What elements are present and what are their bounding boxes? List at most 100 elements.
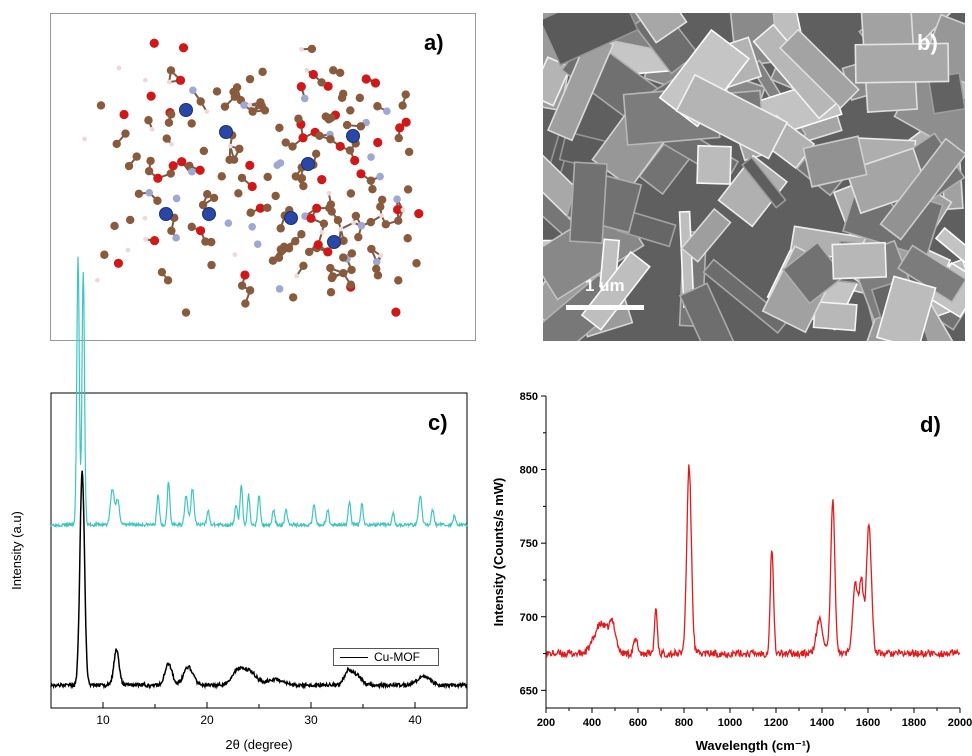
carbon-atom (367, 244, 376, 254)
crystal-plate (580, 250, 651, 331)
oxygen-atom (306, 213, 316, 223)
carbon-atom (187, 119, 196, 128)
carbon-atom (291, 172, 301, 181)
oxygen-atom (240, 270, 250, 280)
nitrogen-atom (367, 153, 375, 161)
nitrogen-atom (240, 101, 248, 109)
nitrogen-atom (253, 240, 262, 248)
xrd-y-axis-label: Intensity (a.u) (9, 511, 24, 590)
carbon-atom (354, 232, 363, 242)
carbon-atom (347, 265, 356, 275)
raman-spectrum-line (545, 464, 961, 660)
carbon-atom (326, 263, 335, 273)
carbon-atom (299, 261, 308, 270)
carbon-atom (110, 221, 119, 231)
xrd-x-tick-label: 30 (304, 713, 318, 727)
oxygen-atom (361, 74, 371, 84)
hydrogen-atom (294, 273, 300, 279)
carbon-atom (164, 118, 174, 127)
carbon-atom (121, 129, 130, 138)
carbon-atom (356, 122, 366, 131)
hydrogen-atom (82, 136, 88, 142)
carbon-atom (346, 189, 356, 198)
carbon-atom (235, 144, 244, 154)
carbon-atom (248, 107, 257, 116)
carbon-atom (162, 134, 171, 143)
carbon-atom (351, 211, 361, 221)
carbon-atom (207, 260, 216, 270)
carbon-atom (237, 281, 247, 290)
carbon-atom (246, 208, 255, 217)
crystal-plate (568, 161, 608, 244)
xrd-x-tick-label: 10 (96, 713, 110, 727)
oxygen-atom (195, 226, 206, 236)
nitrogen-atom (383, 107, 391, 116)
scale-bar (566, 305, 644, 310)
nitrogen-atom (248, 223, 256, 231)
carbon-atom (347, 249, 357, 258)
hydrogen-atom (125, 247, 131, 253)
carbon-atom (317, 78, 326, 87)
carbon-atom (207, 237, 216, 247)
molecular-structure-image (82, 38, 424, 317)
carbon-atom (355, 93, 365, 103)
raman-x-axis-label: Wavelength (cm⁻¹) (696, 738, 811, 753)
oxygen-atom (312, 203, 322, 213)
copper-atom (202, 207, 216, 221)
carbon-atom (268, 256, 278, 265)
scale-bar-label: 1 um (585, 276, 625, 295)
nitrogen-atom (145, 188, 154, 197)
oxygen-atom (255, 203, 265, 213)
carbon-atom (394, 216, 403, 225)
raman-x-tick-label: 200 (537, 717, 555, 729)
oxygen-atom (395, 123, 405, 133)
crystal-plate (633, 13, 688, 44)
carbon-atom (325, 203, 334, 213)
carbon-atom (366, 217, 375, 227)
oxygen-atom (195, 165, 205, 175)
raman-x-tick-label: 1400 (810, 717, 834, 729)
oxygen-atom (119, 109, 129, 120)
carbon-atom (100, 250, 109, 259)
xrd-x-tick-label: 40 (408, 713, 422, 727)
carbon-atom (339, 253, 348, 262)
carbon-atom (198, 200, 208, 210)
legend-label: Cu-MOF (374, 650, 420, 664)
carbon-atom (321, 112, 330, 121)
copper-atom (346, 129, 360, 143)
carbon-atom (404, 147, 414, 157)
oxygen-atom (370, 78, 381, 88)
carbon-atom (237, 173, 247, 183)
oxygen-atom (308, 69, 318, 80)
carbon-atom (294, 114, 303, 123)
oxygen-atom (323, 81, 333, 91)
carbon-atom (319, 219, 329, 228)
carbon-atom (144, 166, 154, 176)
oxygen-atom (168, 161, 178, 171)
copper-atom (301, 157, 315, 171)
crystal-plate (675, 73, 789, 160)
copper-atom (219, 125, 233, 139)
hydrogen-atom (379, 213, 384, 219)
nitrogen-atom (172, 194, 181, 203)
hydrogen-atom (299, 46, 304, 52)
nitrogen-atom (393, 195, 401, 204)
carbon-atom (212, 87, 222, 96)
carbon-atom (373, 102, 382, 111)
hydrogen-atom (166, 79, 172, 85)
carbon-atom (256, 98, 265, 107)
hydrogen-atom (351, 220, 356, 226)
carbon-atom (163, 276, 173, 285)
nitrogen-atom (273, 161, 282, 169)
oxygen-atom (245, 160, 255, 170)
carbon-atom (342, 120, 352, 130)
crystal-plate (879, 137, 965, 241)
raman-x-tick-label: 1600 (856, 717, 880, 729)
crystal-plate (854, 42, 950, 84)
carbon-atom (263, 172, 272, 182)
carbon-atom (346, 280, 355, 289)
crystal-plate (934, 226, 965, 267)
copper-atom (179, 103, 193, 117)
carbon-atom (245, 286, 255, 295)
carbon-atom (166, 66, 176, 75)
